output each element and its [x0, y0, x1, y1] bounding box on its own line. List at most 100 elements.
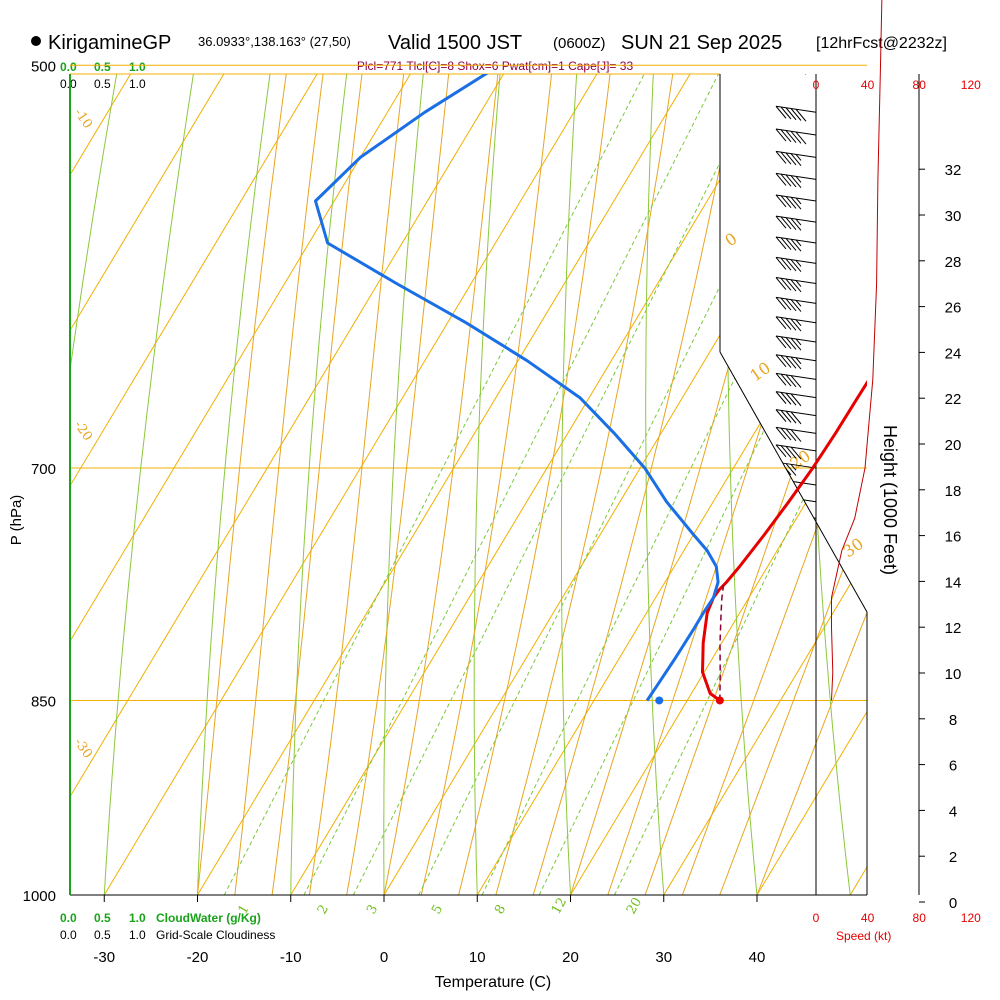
speed-tick-bottom: 120 — [961, 911, 981, 925]
moist-adiabat-line — [681, 74, 867, 895]
moist-adiabat-line — [234, 74, 468, 895]
height-tick-label: 28 — [945, 254, 962, 271]
wind-barb — [775, 591, 817, 604]
isotherm-label: -30 — [71, 736, 95, 762]
isotherm-line — [814, 74, 867, 895]
y-tick-label: 500 — [31, 58, 56, 75]
height-tick-label: 26 — [945, 300, 962, 317]
isotherm-line — [348, 74, 867, 895]
wind-barb — [775, 277, 817, 293]
cloud-scale-top-2: 1.0 — [129, 60, 146, 74]
cloud-scale-bottom-1: 0.5 — [94, 911, 111, 925]
utc-time: (0600Z) — [553, 35, 606, 52]
wind-barb — [775, 354, 817, 370]
wind-barb — [775, 296, 817, 312]
station-marker-icon — [31, 36, 41, 46]
valid-date: SUN 21 Sep 2025 — [621, 32, 782, 54]
wind-barb — [775, 575, 817, 590]
mixing-ratio-label: 8 — [492, 902, 509, 917]
dewpoint-line — [314, 74, 720, 702]
y-axis-ticks: 2503004005007008501000 — [23, 58, 56, 905]
isotherm-line — [162, 74, 867, 895]
moist-adiabat-line — [308, 74, 535, 895]
x-tick-label: -30 — [93, 949, 115, 966]
wind-barb — [775, 426, 817, 442]
plot-frame — [69, 73, 920, 896]
x-axis-title: Temperature (C) — [435, 974, 551, 991]
isotherm-line — [70, 74, 167, 895]
height-tick-label: 16 — [945, 529, 962, 546]
cloudiness-scale-bottom-1: 0.5 — [94, 928, 111, 942]
mixing-ratio-label: 20 — [624, 895, 645, 917]
station-name: KirigamineGP — [48, 32, 171, 54]
sounding-lines — [314, 74, 867, 705]
wind-barb — [775, 560, 817, 574]
wind-barb — [775, 372, 817, 388]
wind-barb — [775, 194, 817, 210]
forecast-info: [12hrFcst@2232z] — [816, 35, 947, 52]
wind-barb — [775, 172, 817, 188]
moist-adiabat-line — [383, 74, 615, 895]
height-tick-label: 24 — [945, 345, 962, 362]
moist-adiabat-label: 0 — [721, 229, 740, 250]
height-tick-label: 12 — [945, 620, 962, 637]
wind-barb — [775, 256, 817, 272]
x-tick-label: 0 — [380, 949, 388, 966]
cloud-scale-bottom-2: 1.0 — [129, 911, 146, 925]
cloudwater-label: CloudWater (g/Kg) — [156, 911, 261, 925]
isotherm-line — [441, 74, 867, 895]
mixing-ratio-label: 12 — [549, 895, 570, 917]
y-tick-label: 1000 — [23, 888, 56, 905]
isotherm-label-group: 100-10-20-30 — [71, 106, 95, 762]
wind-barb — [775, 409, 817, 425]
isotherm-line — [721, 74, 867, 895]
mixing-ratio-label: 2 — [315, 902, 332, 917]
y-axis-title: P (hPa) — [8, 495, 25, 546]
stability-indices: Plcl=771 Tlcl[C]=8 Shox=6 Pwat[cm]=1 Cap… — [357, 59, 634, 73]
speed-tick-top: 120 — [961, 78, 981, 92]
height-tick-label: 2 — [949, 849, 957, 866]
mixing-ratio-line — [223, 74, 786, 895]
height-tick-label: 22 — [945, 391, 962, 408]
dry-adiabat-lines — [70, 0, 1000, 895]
cloudiness-scale-top-0: 0.0 — [60, 77, 77, 91]
speed-tick-bottom: 40 — [861, 911, 875, 925]
valid-time: Valid 1500 JST — [388, 32, 522, 54]
height-tick-label: 32 — [945, 162, 962, 179]
x-tick-label: 40 — [749, 949, 766, 966]
speed-tick-top: 40 — [861, 78, 875, 92]
moist-adiabat-lines — [197, 74, 867, 895]
isotherm-line — [70, 74, 633, 895]
moist-adiabat-line — [532, 74, 854, 895]
mixing-ratio-label: 5 — [429, 902, 446, 917]
height-axis-title: Height (1000 Feet) — [880, 425, 900, 575]
wind-barb — [776, 637, 816, 649]
dry-adiabat-line — [957, 0, 1000, 895]
isotherm-label: -20 — [71, 418, 95, 444]
wind-barb — [776, 0, 816, 13]
isotherm-label: -10 — [71, 106, 95, 132]
surface-temperature-point — [715, 696, 724, 705]
station-location: 36.0933°,138.163° (27,50) — [198, 34, 351, 49]
isotherm-line — [70, 74, 540, 895]
speed-axis-title: Speed (kt) — [836, 929, 891, 943]
x-tick-label: 10 — [469, 949, 486, 966]
wind-barb — [775, 128, 817, 145]
moist-adiabat-line — [346, 74, 573, 895]
height-tick-label: 4 — [949, 803, 957, 820]
moist-adiabat-line — [197, 74, 437, 895]
cloud-scale-top-1: 0.5 — [94, 60, 111, 74]
cloudiness-scale-bottom-0: 0.0 — [60, 928, 77, 942]
moist-adiabat-line — [420, 74, 662, 895]
cloudiness-label: Grid-Scale Cloudiness — [156, 928, 275, 942]
dry-adiabat-line — [473, 74, 610, 895]
isobar-lines — [70, 64, 867, 896]
x-tick-label: -20 — [187, 949, 209, 966]
cloudiness-scale-top-1: 0.5 — [94, 77, 111, 91]
wind-barb — [775, 316, 817, 332]
x-tick-label: 30 — [655, 949, 672, 966]
cloudiness-scale-bottom-2: 1.0 — [129, 928, 146, 942]
moist-adiabat-line — [458, 74, 716, 895]
